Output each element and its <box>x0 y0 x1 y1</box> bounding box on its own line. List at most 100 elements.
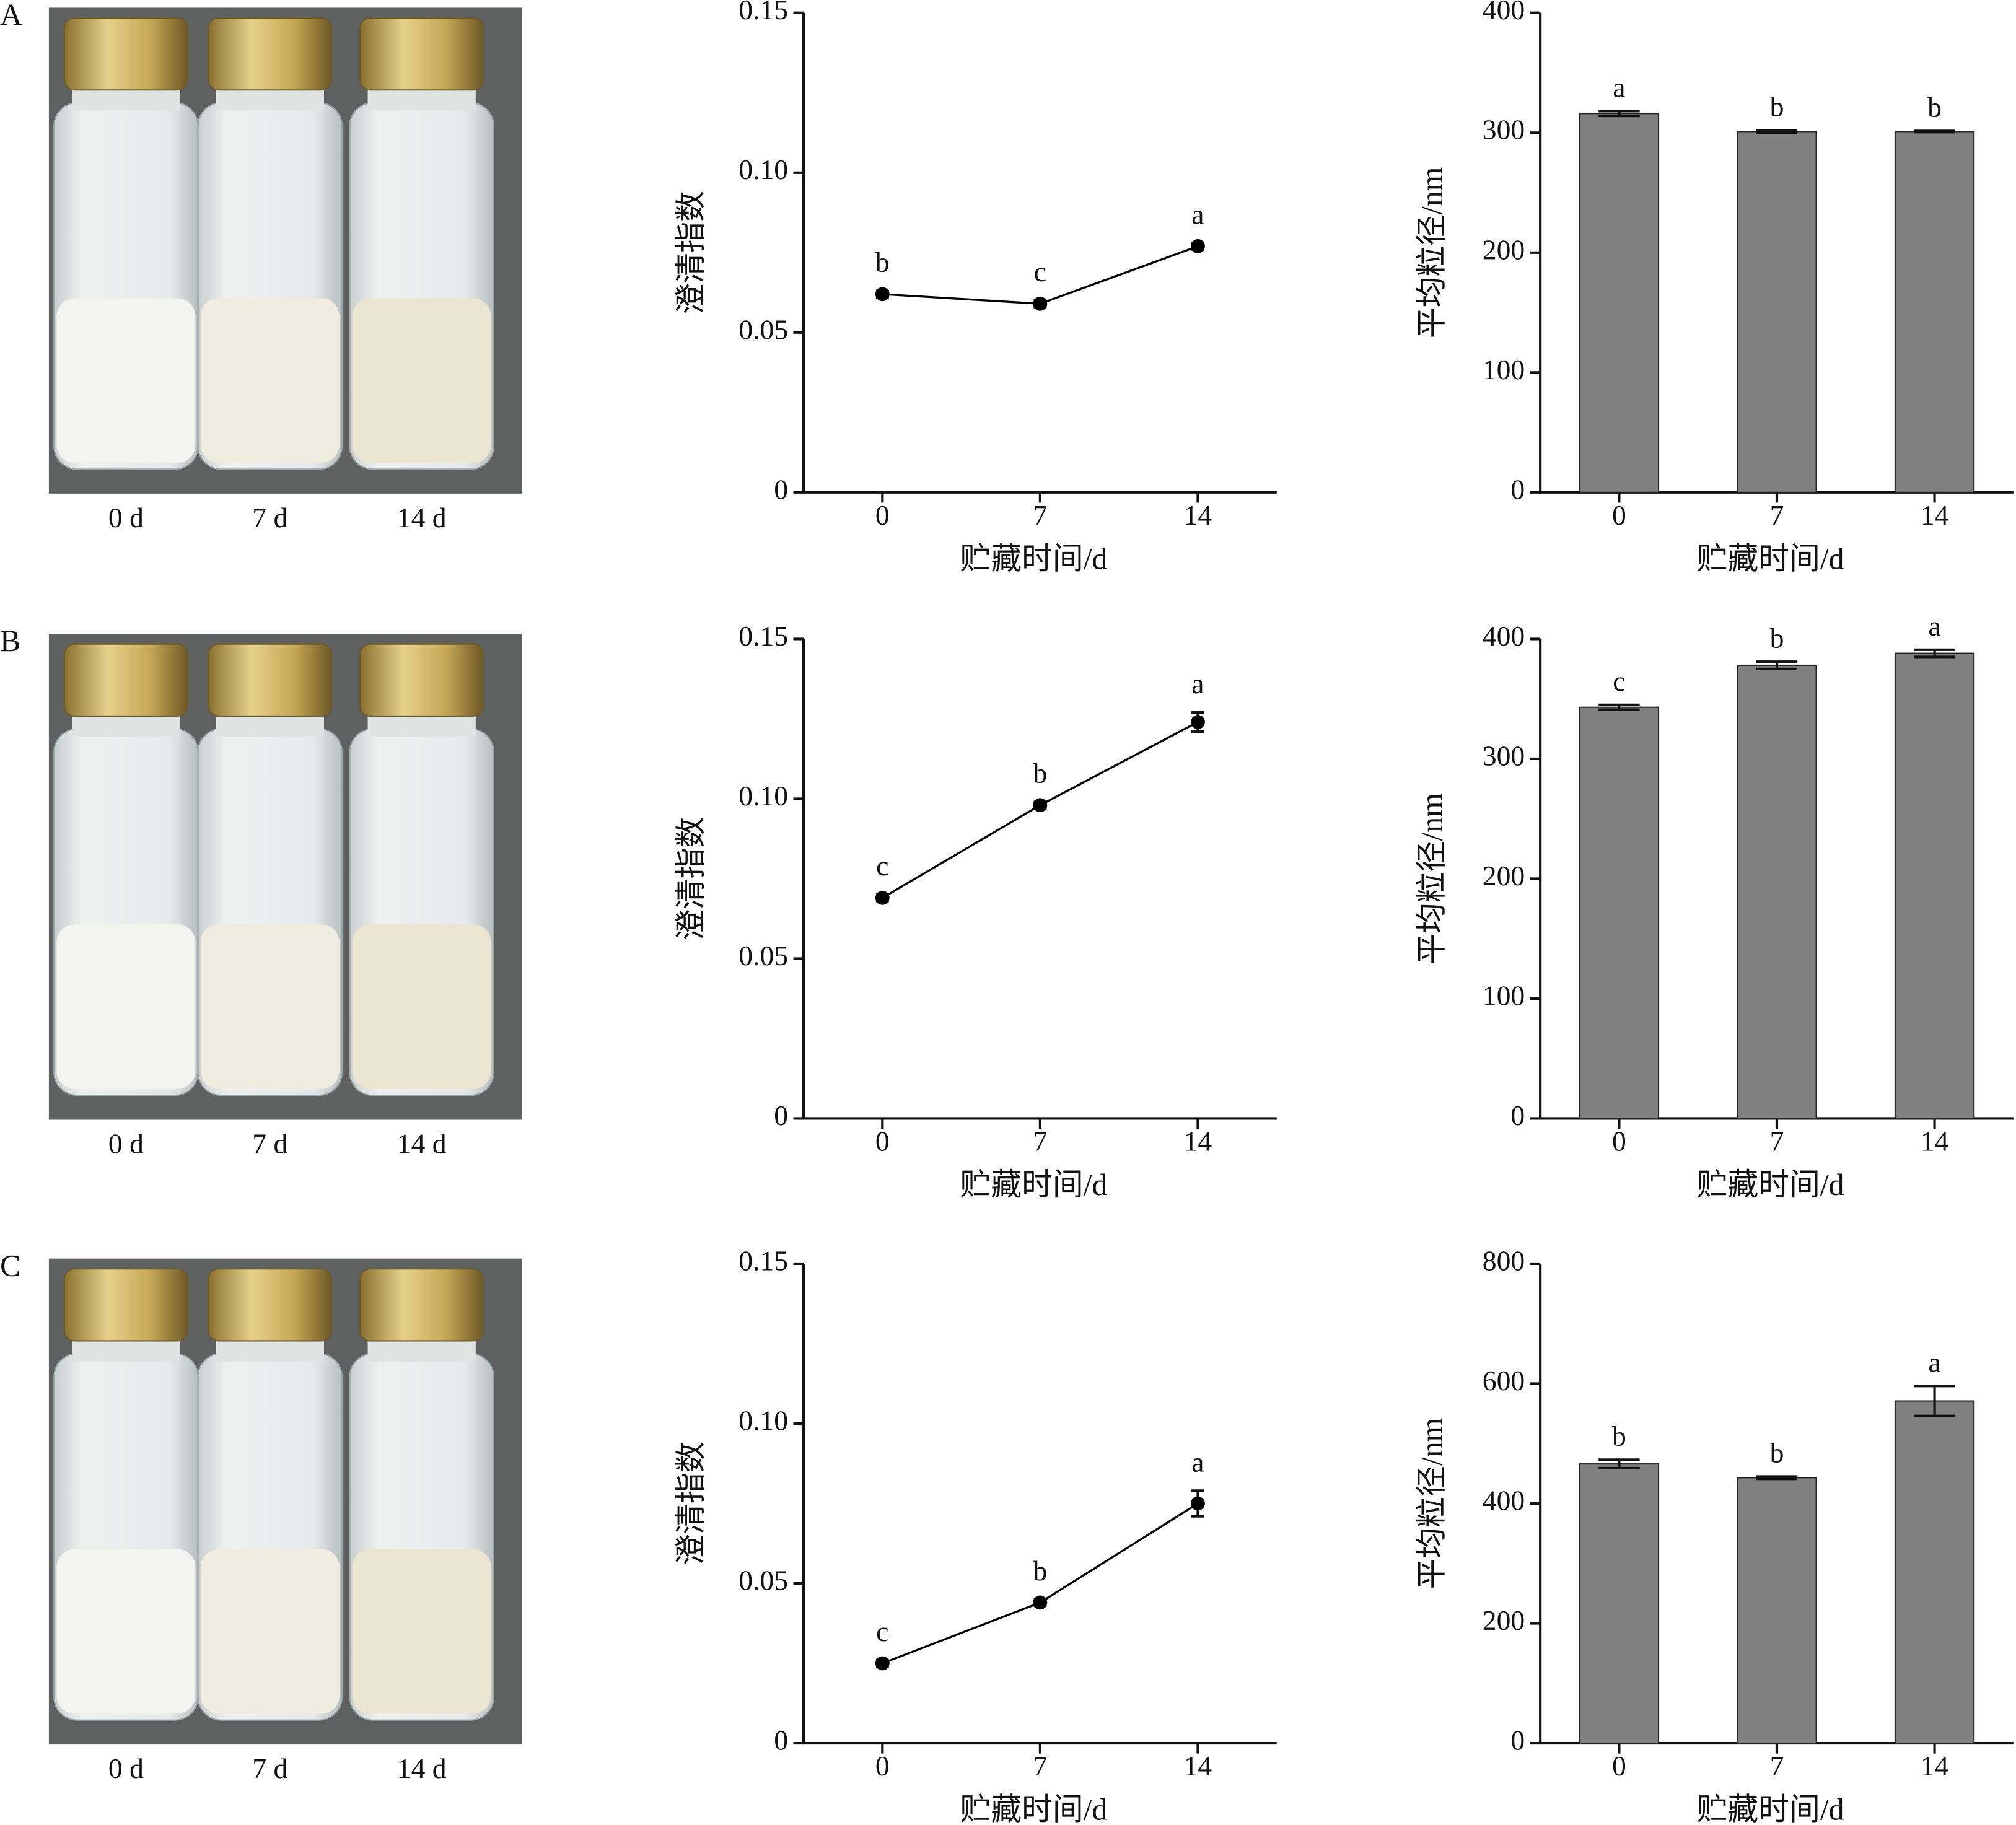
y-tick-label: 300 <box>1483 114 1525 146</box>
x-tick-label: 14 <box>1184 1125 1212 1157</box>
photo-label: 7 d <box>252 1128 287 1160</box>
bottle-cap <box>359 1268 484 1342</box>
x-tick-label: 0 <box>1612 499 1626 531</box>
significance-label: b <box>1770 91 1784 123</box>
bottle-liquid <box>200 298 340 463</box>
x-tick-label: 14 <box>1921 499 1949 531</box>
bar <box>1894 652 1975 1119</box>
error-bar <box>1756 660 1798 670</box>
y-tick-label: 0.15 <box>738 0 788 25</box>
y-tick-label: 400 <box>1483 1484 1525 1516</box>
y-tick-label: 0.05 <box>738 1564 788 1596</box>
y-tick-label: 800 <box>1483 1245 1525 1276</box>
data-point <box>1191 715 1205 729</box>
x-tick-label: 7 <box>1033 1750 1047 1782</box>
bottle-liquid <box>200 924 340 1089</box>
error-bar <box>1914 1385 1955 1417</box>
y-tick-label: 0 <box>1510 473 1525 505</box>
bottle-liquid <box>56 924 196 1089</box>
y-tick-label: 100 <box>1483 354 1525 385</box>
x-axis-label: 贮藏时间/d <box>960 541 1108 576</box>
x-tick-label: 7 <box>1770 1125 1784 1157</box>
error-bar <box>1914 648 1955 659</box>
x-tick-label: 0 <box>875 499 890 531</box>
bottle-cap <box>359 643 484 717</box>
photo-label: 7 d <box>252 502 287 533</box>
error-bar <box>1756 1475 1798 1481</box>
bottle-cap <box>63 643 189 717</box>
significance-label: b <box>1927 92 1942 123</box>
axes <box>802 12 1277 494</box>
significance-label: a <box>1191 668 1204 699</box>
x-tick-label: 7 <box>1033 1125 1047 1157</box>
y-tick-label: 0.05 <box>738 940 788 971</box>
y-tick-label: 0.15 <box>738 620 788 652</box>
x-tick-label: 14 <box>1921 1125 1949 1157</box>
significance-label: c <box>1613 665 1625 697</box>
data-point <box>1033 798 1048 813</box>
panel-label: B <box>0 624 20 658</box>
significance-label: b <box>1033 758 1047 789</box>
data-point <box>875 287 890 302</box>
bar <box>1579 113 1660 493</box>
significance-label: b <box>1770 622 1784 654</box>
panel-label: A <box>0 0 22 32</box>
bar <box>1894 1400 1975 1744</box>
y-axis-label: 平均粒径/nm <box>1414 167 1448 338</box>
photo-label: 14 d <box>397 502 447 533</box>
significance-label: a <box>1613 72 1625 103</box>
y-axis-label: 平均粒径/nm <box>1414 1418 1448 1590</box>
y-tick-label: 0 <box>1510 1724 1525 1756</box>
x-tick-label: 7 <box>1033 499 1047 531</box>
x-tick-label: 7 <box>1770 1750 1784 1782</box>
x-tick-label: 14 <box>1184 499 1212 531</box>
significance-label: c <box>876 1616 888 1647</box>
y-tick-label: 100 <box>1483 979 1525 1011</box>
bottle-liquid <box>200 1549 340 1714</box>
error-bar <box>1598 110 1640 118</box>
photo-label: 0 d <box>108 1128 144 1160</box>
data-point <box>1033 296 1048 311</box>
y-tick-label: 0 <box>774 1724 788 1756</box>
x-tick-label: 0 <box>1612 1125 1626 1157</box>
y-tick-label: 0 <box>774 1100 788 1131</box>
error-bar <box>1598 1458 1640 1469</box>
y-tick-label: 0.05 <box>738 313 788 345</box>
bottle-liquid <box>352 1549 491 1714</box>
x-axis-label: 贮藏时间/d <box>1697 541 1844 576</box>
data-point <box>1033 1595 1048 1610</box>
y-tick-label: 0.10 <box>738 1404 788 1436</box>
significance-label: c <box>876 850 888 882</box>
bottle-cap <box>359 17 484 91</box>
axes <box>802 639 1277 1120</box>
y-axis-label: 澄清指数 <box>674 1442 708 1565</box>
y-axis-label: 澄清指数 <box>674 817 708 940</box>
y-tick-label: 300 <box>1483 740 1525 771</box>
y-tick-label: 200 <box>1483 234 1525 265</box>
bar <box>1579 706 1660 1119</box>
significance-label: b <box>1770 1437 1784 1469</box>
y-tick-label: 0.10 <box>738 154 788 185</box>
y-axis-label: 澄清指数 <box>674 191 708 314</box>
bottle-cap <box>208 17 333 91</box>
photo-label: 14 d <box>397 1753 447 1784</box>
panel-label: C <box>0 1249 20 1283</box>
y-tick-label: 0 <box>774 473 788 505</box>
bottle-liquid <box>56 1549 196 1714</box>
bottle-cap <box>208 643 333 717</box>
y-tick-label: 0.15 <box>738 1245 788 1276</box>
significance-label: b <box>1033 1555 1047 1586</box>
x-tick-label: 7 <box>1770 499 1784 531</box>
bar <box>1894 131 1975 493</box>
significance-label: a <box>1928 1347 1940 1378</box>
photo-label: 7 d <box>252 1753 287 1784</box>
error-bar <box>1756 129 1798 134</box>
bar <box>1737 131 1817 493</box>
bar <box>1737 1477 1817 1744</box>
x-tick-label: 0 <box>1612 1750 1626 1782</box>
y-tick-label: 0 <box>1510 1100 1525 1131</box>
y-tick-label: 0.10 <box>738 780 788 812</box>
bottle-liquid <box>352 298 491 463</box>
significance-label: b <box>1612 1420 1626 1452</box>
